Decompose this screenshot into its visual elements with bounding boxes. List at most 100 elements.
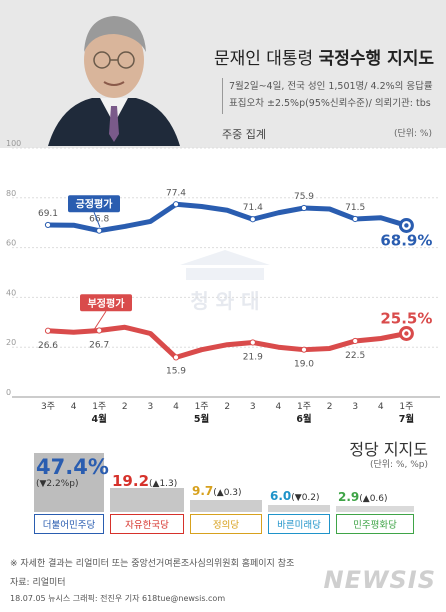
party-value: 9.7(▲0.3)	[192, 484, 242, 498]
party-bar	[34, 452, 104, 512]
final-value-label: 68.9%	[380, 231, 432, 249]
president-portrait	[40, 2, 188, 146]
data-point	[172, 354, 180, 361]
data-point	[172, 201, 180, 208]
party-bar	[268, 504, 330, 512]
party-value-number: 6.0	[270, 488, 292, 503]
x-tick-label: 3	[148, 402, 154, 412]
y-tick-label: 20	[6, 338, 16, 347]
data-label: 26.7	[89, 341, 109, 351]
party-value-number: 9.7	[192, 483, 214, 498]
data-point	[44, 327, 52, 334]
data-label: 66.8	[89, 215, 109, 225]
party-name: 바른미래당	[268, 514, 330, 534]
y-tick-label: 100	[6, 140, 21, 148]
x-tick-label: 4	[378, 402, 384, 412]
series-badge-pointer	[93, 212, 101, 228]
party-change: (▼0.2)	[291, 492, 320, 503]
x-tick-label: 4	[276, 402, 282, 412]
party-value: 19.2(▲1.3)	[112, 472, 177, 490]
month-label: 6월	[296, 413, 311, 425]
party-value-number: 47.4%	[36, 454, 109, 479]
party-bar	[110, 488, 184, 512]
party-name: 더불어민주당	[34, 514, 104, 534]
data-point	[249, 339, 256, 346]
source: 자료: 리얼미터	[10, 578, 66, 588]
series-line-1	[45, 324, 409, 360]
party-value-number: 19.2	[112, 472, 150, 490]
x-tick-label: 1주	[92, 401, 106, 412]
party-support-title: 정당 지지도	[349, 440, 428, 459]
party-value: 2.9(▲0.6)	[338, 490, 388, 504]
party-change: (▲0.3)	[213, 487, 242, 498]
party-name: 민주평화당	[336, 514, 414, 534]
data-point	[352, 215, 359, 223]
chart-unit: (단위: %)	[393, 129, 432, 139]
data-label: 77.4	[166, 188, 186, 198]
x-tick-label: 4	[71, 402, 77, 412]
party-value: 47.4% (▼2.2%p)	[36, 455, 109, 489]
end-point-dot	[404, 331, 409, 336]
x-tick-label: 1주	[195, 401, 209, 412]
party-value-number: 2.9	[338, 490, 360, 504]
data-point	[96, 327, 103, 334]
x-tick-label: 1주	[297, 401, 311, 412]
data-label: 22.5	[345, 351, 365, 361]
survey-info: 7월2일~4일, 전국 성인 1,501명/ 4.2%의 응답률 표집오차 ±2…	[222, 78, 441, 114]
approval-chart: 청 와 대 0 20 40 60 80 100 3주 4 1주 2 3 4 1주 2 3 4 1주 2 3 4 1주 4월 5…	[0, 140, 446, 425]
party-name: 자유한국당	[110, 514, 184, 534]
y-tick-label: 60	[6, 239, 16, 248]
series-name-badge	[68, 195, 120, 213]
x-tick-label: 3	[250, 402, 256, 412]
data-label: 19.0	[294, 360, 314, 370]
party-bar	[190, 499, 262, 512]
data-label: 71.4	[243, 203, 263, 213]
data-label: 71.5	[345, 203, 365, 213]
page-title: 문재인 대통령 국정수행 지지도	[213, 49, 434, 69]
data-label: 75.9	[294, 192, 314, 202]
y-tick-label: 0	[6, 388, 11, 397]
data-label: 15.9	[166, 366, 186, 376]
end-point-dot	[404, 223, 409, 228]
month-label: 5월	[194, 413, 209, 425]
party-change: (▲1.3)	[149, 479, 178, 489]
series-name-badge	[80, 294, 132, 312]
data-point	[300, 346, 308, 353]
party-bar	[336, 506, 414, 512]
newsis-logo: NEWSIS	[323, 566, 436, 594]
data-point	[249, 216, 256, 223]
x-tick-label: 2	[122, 402, 128, 412]
chart-subtitle: 주중 집계	[222, 128, 266, 141]
series-name-label: 부정평가	[88, 297, 126, 310]
x-tick-label: 4	[173, 402, 179, 412]
svg-text:청 와 대: 청 와 대	[190, 289, 259, 313]
month-label: 7월	[399, 413, 414, 425]
party-change: (▼2.2%p)	[36, 478, 79, 489]
data-point	[352, 337, 359, 345]
header-panel: 문재인 대통령 국정수행 지지도 7월2일~4일, 전국 성인 1,501명/ …	[0, 0, 446, 148]
x-tick-label: 1주	[399, 401, 413, 412]
y-tick-label: 80	[6, 189, 16, 198]
footnote: ※ 자세한 결과는 리얼미터 또는 중앙선거여론조사심의위원회 홈페이지 참조	[10, 559, 295, 569]
data-label: 26.6	[38, 341, 58, 351]
party-support-unit: (단위: %, %p)	[369, 460, 428, 470]
series-badge-pointer	[93, 310, 107, 331]
x-tick-label: 2	[327, 402, 333, 412]
party-change: (▲0.6)	[359, 494, 388, 504]
month-label: 4월	[92, 413, 107, 425]
data-point	[96, 227, 103, 234]
survey-info-line1: 7월2일~4일, 전국 성인 1,501명/ 4.2%의 응답률	[229, 81, 433, 92]
data-point	[44, 221, 52, 229]
data-label: 69.1	[38, 209, 58, 219]
series-line-0	[45, 201, 409, 234]
series-name-label: 긍정평가	[76, 198, 114, 211]
survey-info-line2: 표집오차 ±2.5%p(95%신뢰수준)/ 의뢰기관: tbs	[229, 98, 431, 109]
data-label: 21.9	[243, 352, 263, 362]
bluehouse-watermark: 청 와 대	[180, 250, 270, 313]
party-name: 정의당	[190, 514, 262, 534]
x-tick-label: 2	[224, 402, 230, 412]
credit: 18.07.05 뉴시스 그래픽: 전진우 기자 618tue@newsis.c…	[10, 594, 226, 603]
final-value-label: 25.5%	[380, 310, 432, 328]
x-tick-label: 3	[352, 402, 358, 412]
